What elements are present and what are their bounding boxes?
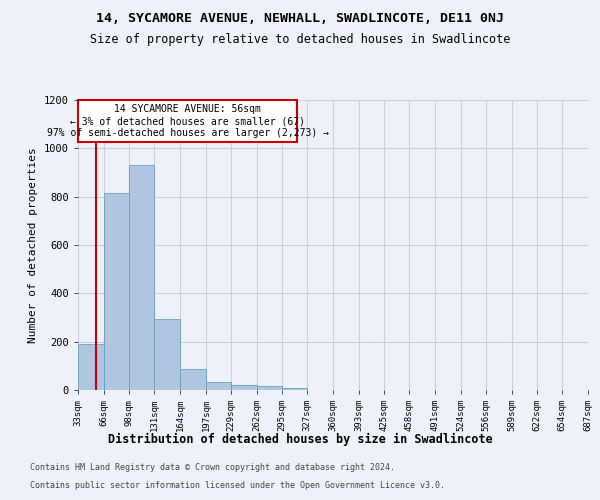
Bar [128, 165, 154, 390]
Text: 14 SYCAMORE AVENUE: 56sqm
← 3% of detached houses are smaller (67)
97% of semi-d: 14 SYCAMORE AVENUE: 56sqm ← 3% of detach… [47, 104, 329, 138]
Text: Size of property relative to detached houses in Swadlincote: Size of property relative to detached ho… [90, 32, 510, 46]
Y-axis label: Number of detached properties: Number of detached properties [28, 147, 38, 343]
Bar [154, 318, 180, 390]
Text: 14, SYCAMORE AVENUE, NEWHALL, SWADLINCOTE, DE11 0NJ: 14, SYCAMORE AVENUE, NEWHALL, SWADLINCOT… [96, 12, 504, 26]
Bar [206, 382, 231, 390]
Bar [180, 368, 206, 390]
Text: Contains public sector information licensed under the Open Government Licence v3: Contains public sector information licen… [30, 481, 445, 490]
Text: Contains HM Land Registry data © Crown copyright and database right 2024.: Contains HM Land Registry data © Crown c… [30, 464, 395, 472]
FancyBboxPatch shape [78, 100, 297, 142]
Text: Distribution of detached houses by size in Swadlincote: Distribution of detached houses by size … [107, 432, 493, 446]
Bar [283, 388, 307, 390]
Bar [257, 386, 283, 390]
Bar [104, 193, 128, 390]
Bar [78, 344, 104, 390]
Bar [231, 384, 257, 390]
